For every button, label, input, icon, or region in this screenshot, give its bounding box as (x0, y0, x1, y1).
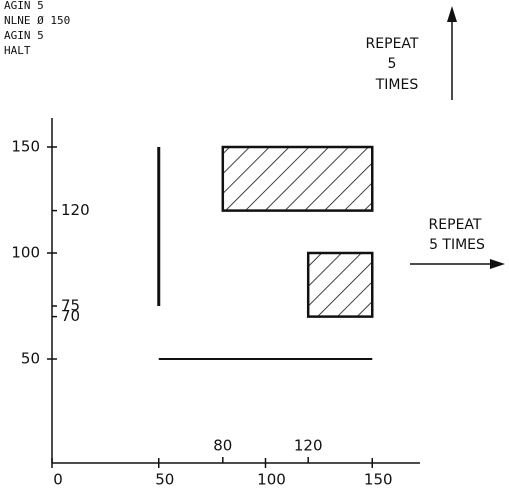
x-tick-label: 100 (257, 471, 286, 489)
y-tick-label: 50 (21, 350, 40, 368)
hatched-box (221, 145, 374, 212)
arrow-head (490, 259, 505, 269)
y-mark-label: 120 (61, 201, 90, 219)
x-mark-label: 120 (294, 437, 323, 455)
y-mark-label: 75 (61, 297, 80, 315)
note-text: TIMES (375, 77, 419, 93)
x-tick-label: 0 (53, 471, 63, 489)
x-tick-label: 50 (155, 471, 174, 489)
x-tick-label: 150 (364, 471, 393, 489)
code-line: AGIN 5 (4, 29, 44, 42)
code-line: HALT (4, 44, 31, 57)
hatched-box (306, 251, 374, 318)
arrow-head (447, 6, 457, 22)
note-text: REPEAT (429, 217, 482, 233)
note-text: 5 (388, 56, 397, 72)
y-tick-label: 100 (11, 244, 40, 262)
code-line: NLNE Ø 150 (4, 14, 70, 27)
note-text: 5 TIMES (429, 237, 485, 253)
y-tick-label: 150 (11, 138, 40, 156)
code-line: AGIN 5 (4, 0, 44, 12)
note-text: REPEAT (366, 36, 419, 52)
x-mark-label: 80 (213, 437, 232, 455)
y-mark-label: 70 (61, 307, 80, 325)
repeat-up-note: REPEAT 5 TIMES (366, 6, 457, 100)
repeat-right-note: REPEAT 5 TIMES (410, 217, 505, 269)
code-listing: AGIN 5 NLNE Ø 150 AGIN 5 HALT (4, 0, 70, 57)
